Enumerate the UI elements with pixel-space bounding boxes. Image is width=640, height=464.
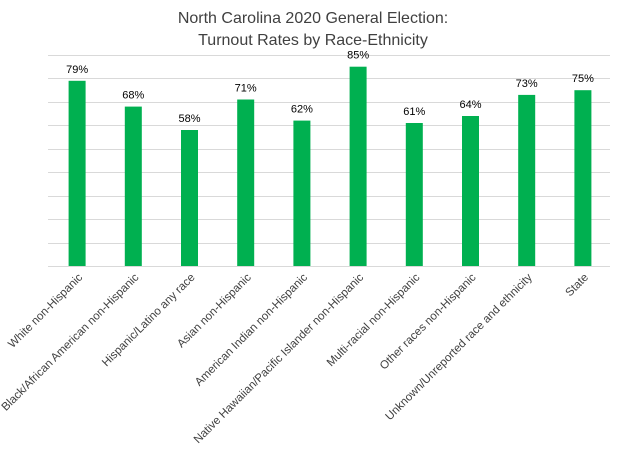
bar (181, 130, 198, 266)
bar (518, 94, 536, 267)
data-label: 68% (122, 90, 144, 102)
data-label: 79% (66, 64, 88, 76)
bars (68, 66, 592, 267)
x-tick-label: American Indian non-Hispanic (193, 271, 310, 388)
data-label: 61% (403, 106, 425, 118)
bar (462, 116, 479, 266)
chart-title-line-1: North Carolina 2020 General Election: (178, 10, 448, 27)
bar (293, 120, 311, 266)
bar (68, 80, 86, 266)
data-label: 62% (291, 104, 313, 116)
bar (574, 90, 592, 266)
data-label: 75% (572, 73, 594, 85)
data-label: 58% (178, 113, 200, 125)
data-label: 73% (516, 78, 538, 90)
x-tick-label: State (564, 272, 591, 299)
bar (349, 66, 367, 266)
chart-title-line-2: Turnout Rates by Race-Ethnicity (198, 32, 428, 49)
x-tick-label: Other races non-Hispanic (378, 271, 479, 372)
x-tick-label: Hispanic/Latino any race (100, 272, 198, 370)
x-tick-label: Multi-racial non-Hispanic (325, 271, 423, 369)
data-label: 85% (347, 50, 369, 62)
data-label: 64% (459, 99, 481, 111)
data-labels: 79% 68% 58% 71% 62% 85% 61% 64% 73% 75% (66, 50, 594, 125)
bar (237, 99, 255, 266)
bar (405, 123, 423, 266)
bar (124, 106, 142, 266)
data-label: 71% (235, 83, 257, 95)
